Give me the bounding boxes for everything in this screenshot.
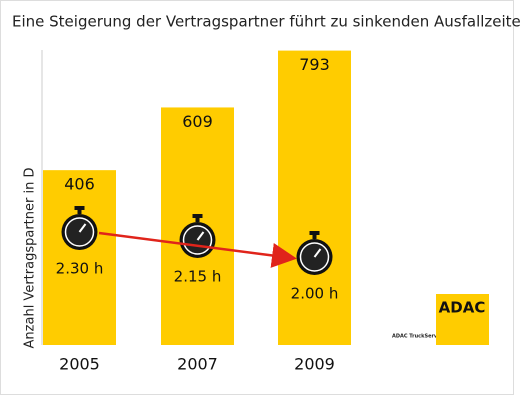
watch-hand xyxy=(78,223,87,233)
watch-crown xyxy=(192,214,203,218)
x-tick-label: 2005 xyxy=(59,355,100,374)
watch-stem xyxy=(312,234,317,239)
value-label: 609 xyxy=(182,112,213,131)
trend-arrow xyxy=(98,231,297,268)
watch-stem xyxy=(77,209,82,214)
watch-crown xyxy=(74,206,85,210)
y-axis-label: Anzahl Vertragspartner in D xyxy=(23,168,38,349)
time-label: 2.30 h xyxy=(56,260,104,278)
x-tick-label: 2009 xyxy=(294,355,335,374)
watch-hand xyxy=(313,248,322,258)
bar xyxy=(278,50,351,346)
value-label: 793 xyxy=(299,55,330,74)
time-label: 2.15 h xyxy=(174,268,222,286)
bar xyxy=(43,170,116,345)
plot: 406 609 793 xyxy=(43,50,351,346)
time-label: 2.00 h xyxy=(291,285,339,303)
chart-title: Eine Steigerung der Vertragspartner führ… xyxy=(12,13,522,31)
logo-box xyxy=(436,294,489,345)
logo-subtitle: ADAC TruckService xyxy=(392,334,446,340)
x-tick-label: 2007 xyxy=(177,355,218,374)
value-label: 406 xyxy=(64,175,95,194)
watch-stem xyxy=(195,217,200,222)
watch-crown xyxy=(309,231,320,235)
logo-text: ADAC xyxy=(439,299,486,317)
watch-hand xyxy=(196,231,205,241)
stopwatches: 2.30 h 2.15 h 2.00 h xyxy=(56,206,339,303)
